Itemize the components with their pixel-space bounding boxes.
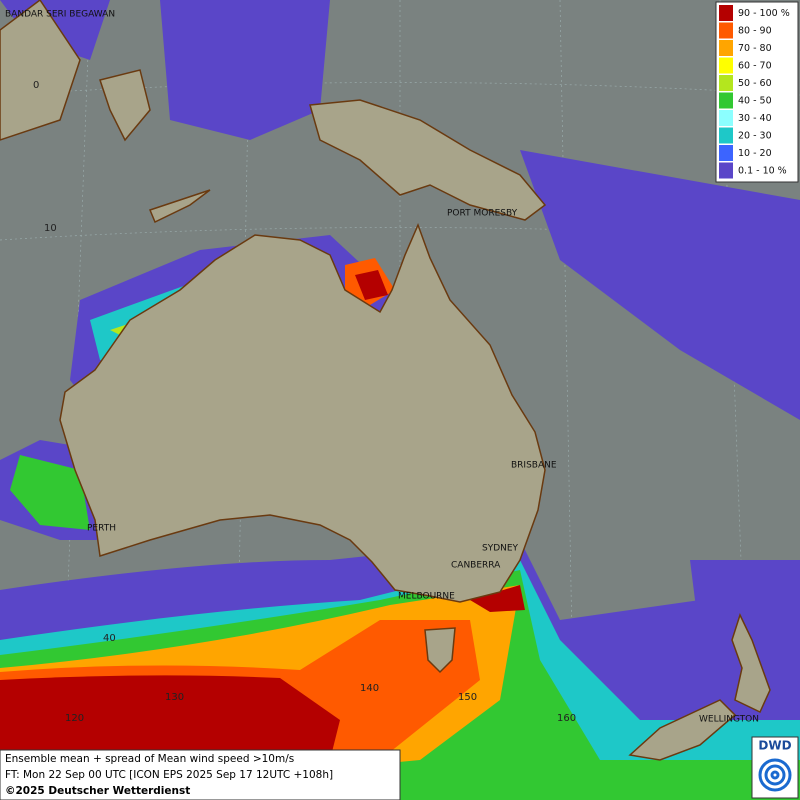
city-label: BRISBANE	[511, 461, 557, 471]
city-label: PORT MORESBY	[447, 209, 518, 219]
graticule-labels: 0 10 40 120 130 140 150 160	[33, 80, 576, 724]
legend: 90 - 100 % 80 - 90 70 - 80 60 - 70 50 - 60 40…	[719, 5, 790, 179]
legend-swatch	[719, 5, 733, 21]
legend-swatch	[719, 22, 733, 39]
city-label: PERTH	[87, 524, 116, 534]
australia	[59, 222, 546, 603]
legend-label: 40 - 50	[738, 96, 772, 107]
legend-label: 80 - 90	[738, 26, 772, 37]
borneo	[0, 0, 81, 141]
caption-line: ©2025 Deutscher Wetterdienst	[5, 785, 190, 797]
lon-label: 120	[65, 713, 84, 724]
land	[0, 0, 771, 761]
legend-label: 60 - 70	[738, 61, 772, 72]
logo: DWD	[758, 739, 791, 753]
legend-swatch	[719, 75, 733, 91]
legend-swatch	[719, 40, 733, 56]
legend-label: 90 - 100 %	[738, 8, 790, 19]
caption: Ensemble mean + spread of Mean wind spee…	[5, 753, 333, 797]
new-zealand-south	[628, 699, 737, 761]
legend-label: 0.1 - 10 %	[738, 166, 787, 177]
new-guinea	[309, 99, 547, 221]
city-label: MELBOURNE	[398, 592, 455, 602]
cities: BANDAR SERI BEGAWAN PORT MORESBY BRISBANE P…	[5, 10, 759, 725]
legend-swatch	[719, 145, 733, 161]
legend-swatch	[719, 127, 733, 144]
field	[355, 270, 388, 300]
lon-label: 140	[360, 683, 379, 694]
caption-box	[0, 749, 401, 800]
tasmania	[424, 627, 456, 674]
city-label: WELLINGTON	[699, 715, 759, 725]
field	[690, 560, 800, 640]
city-label: BANDAR SERI BEGAWAN	[5, 10, 115, 20]
caption-line: Ensemble mean + spread of Mean wind spee…	[5, 753, 294, 765]
field	[10, 455, 90, 530]
logo-icon	[758, 758, 792, 792]
lat-label: 0	[33, 80, 39, 91]
legend-label: 70 - 80	[738, 43, 772, 54]
lon-label: 130	[165, 692, 184, 703]
new-zealand-north	[731, 612, 771, 714]
field	[520, 150, 800, 420]
city-label: CANBERRA	[451, 561, 501, 571]
legend-label: 10 - 20	[738, 148, 772, 159]
caption-line: FT: Mon 22 Sep 00 UTC [ICON EPS 2025 Sep…	[5, 769, 333, 781]
sulawesi	[99, 69, 151, 142]
city-label: SYDNEY	[482, 544, 519, 554]
lat-label: 10	[44, 223, 57, 234]
field	[160, 0, 330, 140]
legend-label: 30 - 40	[738, 113, 772, 124]
field	[470, 585, 525, 612]
legend-swatch	[719, 110, 733, 126]
legend-label: 50 - 60	[738, 78, 772, 89]
legend-swatch	[719, 162, 733, 179]
lat-label: 40	[103, 633, 116, 644]
timor	[148, 189, 211, 224]
legend-swatch	[719, 92, 733, 109]
lon-label: 160	[557, 713, 576, 724]
lon-label: 150	[458, 692, 477, 703]
legend-label: 20 - 30	[738, 131, 772, 142]
legend-swatch	[719, 57, 733, 74]
